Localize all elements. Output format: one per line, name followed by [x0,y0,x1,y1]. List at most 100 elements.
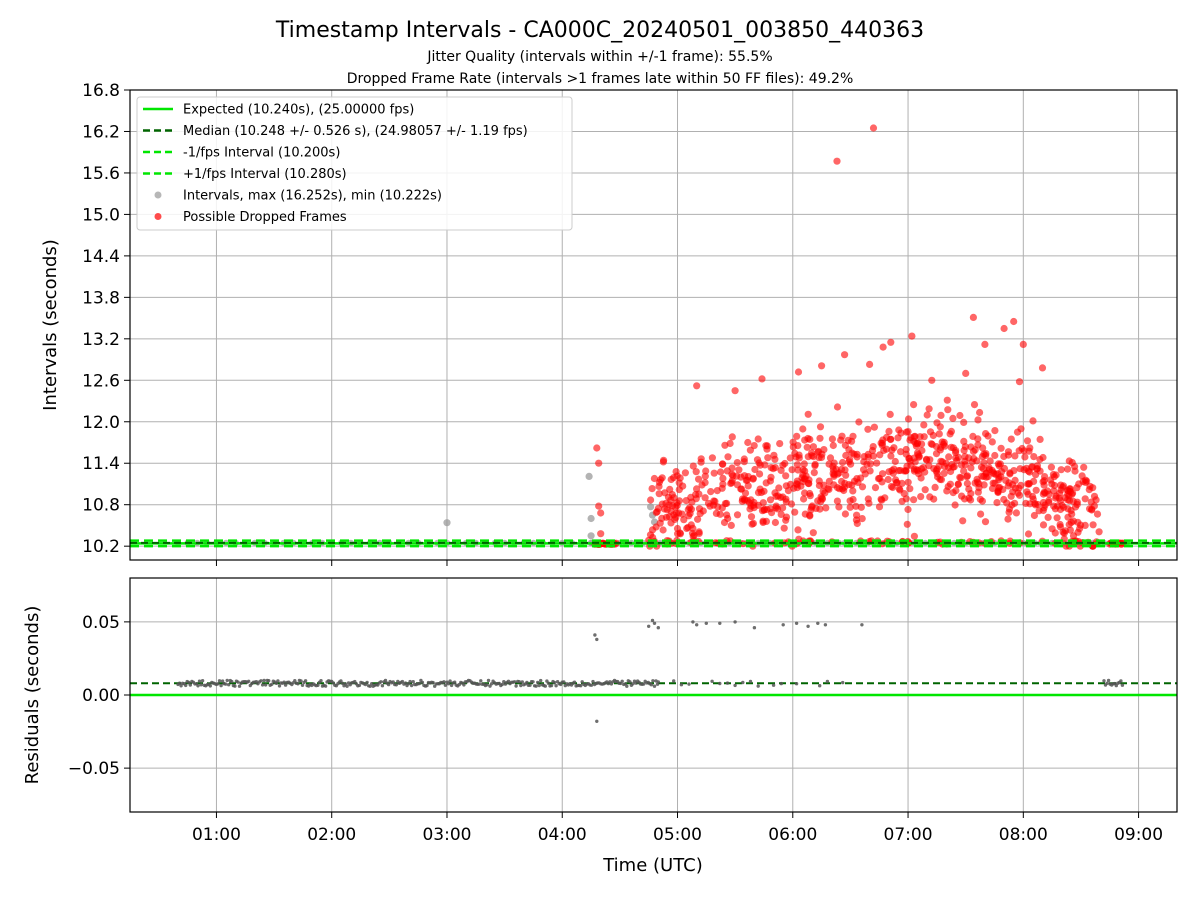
dropped-frame-point [695,528,703,536]
dropped-frame-point [1032,486,1040,494]
bottom-y-axis-label: Residuals (seconds) [22,606,43,785]
dropped-frame-point [988,466,996,475]
residual-point [370,682,374,686]
dropped-frame-point [944,483,952,491]
dropped-frame-point [744,438,752,447]
dropped-frame-point [688,529,697,537]
top-axes-frame [129,89,1178,561]
residual-point [379,680,383,684]
dropped-frame-point [648,485,656,493]
top-y-tick-label: 15.6 [82,164,120,184]
dropped-frame-point [1038,364,1047,372]
residual-point [365,680,369,685]
dropped-frame-point [995,474,1003,482]
residual-point [525,680,529,685]
dropped-frame-point [733,481,742,489]
dropped-frame-point [841,479,849,487]
dropped-frame-point [1067,506,1075,515]
residual-point [485,683,489,687]
legend-label: Possible Dropped Frames [183,210,347,225]
residual-point [539,678,543,683]
dropped-frame-point [925,405,933,413]
dropped-frame-point [809,443,818,451]
residual-point [562,680,566,684]
residual-point [233,684,237,688]
dropped-frame-point [788,466,796,474]
dropped-frame-point [756,470,764,478]
dropped-frame-point [800,460,808,468]
dropped-frame-point [1012,509,1021,517]
dropped-frame-point [1000,324,1008,333]
residual-point [277,684,282,688]
dropped-frame-point [973,478,982,486]
dropped-frame-point [835,503,843,511]
dropped-frame-point [782,472,790,480]
dropped-frame-point [845,446,853,454]
dropped-frame-point [786,454,794,462]
dropped-frame-point [814,447,823,455]
dropped-frame-point [976,408,984,417]
dropped-frame-point [986,457,994,465]
dropped-frame-point [963,479,972,488]
top-y-axis-label: Intervals (seconds) [40,239,61,411]
legend-label: Median (10.248 +/- 0.526 s), (24.98057 +… [183,124,528,139]
residual-point [528,683,532,687]
residual-point [386,682,391,687]
dropped-frame-point [1015,447,1023,455]
dropped-frame-point [833,484,842,492]
dropped-frame-point [829,466,837,474]
dropped-frame-point [887,338,895,346]
residual-point [1102,679,1106,683]
residual-point [227,683,231,687]
dropped-frame-point [723,511,731,519]
dropped-frame-point [933,469,941,478]
dropped-frame-point [828,435,837,443]
dropped-frame-point [728,464,736,472]
dropped-frame-point [799,466,807,474]
residual-point [200,679,205,683]
residual-point [536,680,540,685]
residual-point [591,679,595,684]
dropped-frame-point [853,519,861,528]
dropped-frame-point [825,477,833,485]
dropped-frame-point [885,427,893,435]
residual-point [184,683,188,688]
residual-point [262,678,266,683]
top-y-tick-label: 13.8 [82,288,120,308]
dropped-frame-point [842,451,850,460]
legend-box [136,96,573,231]
dropped-frame-point [902,428,911,436]
dropped-frame-point [1020,466,1028,474]
bottom-plot-area [130,618,1177,723]
dropped-frame-point [771,518,780,527]
dropped-frame-point [887,452,895,460]
dropped-frame-point [846,497,854,505]
dropped-frame-point [803,443,811,451]
residual-point [519,683,523,688]
dropped-frame-point [741,489,750,497]
dropped-frame-point [1047,463,1055,471]
dropped-frame-point [921,486,929,494]
dropped-frame-point [1039,506,1047,515]
residual-point [479,679,483,683]
dropped-frame-point [974,416,982,424]
residual-point [794,682,799,686]
dropped-frame-point [926,493,934,501]
dropped-frame-point [903,520,911,528]
dropped-frame-point [735,466,743,474]
dropped-frame-point [982,450,990,458]
dropped-frame-point [1061,494,1069,502]
dropped-frame-point [733,459,741,467]
residual-point [595,719,599,723]
dropped-frame-point [833,403,842,411]
dropped-frame-point [849,432,857,440]
residual-point [319,679,323,683]
dropped-frame-point [771,489,779,497]
top-y-tick-label: 16.8 [82,81,120,101]
residual-point [446,682,451,686]
residual-point [500,682,504,687]
dropped-frame-point [709,501,718,509]
dropped-frame-point [1019,340,1027,348]
dropped-frame-point [965,454,973,462]
dropped-frame-point [689,462,697,470]
